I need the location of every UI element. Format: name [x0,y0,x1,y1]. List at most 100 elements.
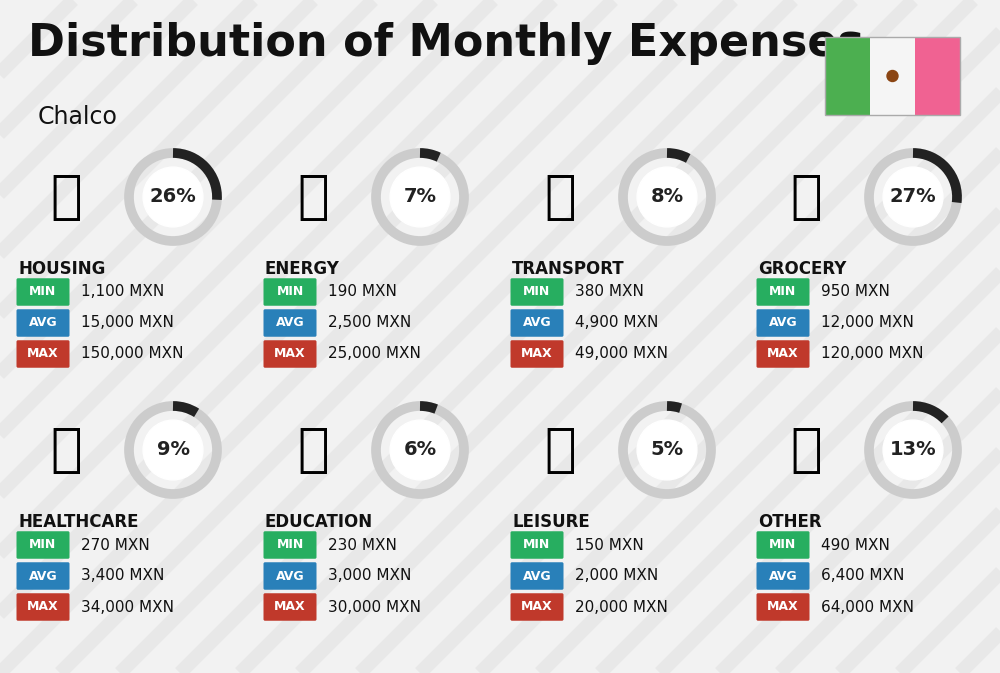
Text: 💰: 💰 [790,424,822,476]
FancyBboxPatch shape [511,531,564,559]
Text: 5%: 5% [650,441,684,460]
Text: MIN: MIN [523,285,551,299]
Circle shape [390,420,450,480]
Text: AVG: AVG [276,569,304,583]
Text: MAX: MAX [767,600,799,614]
Text: 6,400 MXN: 6,400 MXN [821,569,904,583]
FancyBboxPatch shape [757,278,810,306]
Circle shape [637,420,697,480]
Text: 34,000 MXN: 34,000 MXN [81,600,174,614]
Text: 13%: 13% [890,441,936,460]
Text: ENERGY: ENERGY [265,260,340,278]
Text: MAX: MAX [27,347,59,361]
FancyBboxPatch shape [870,37,915,115]
Text: GROCERY: GROCERY [758,260,846,278]
FancyBboxPatch shape [264,310,316,336]
FancyBboxPatch shape [16,310,70,336]
Text: MIN: MIN [769,285,797,299]
Text: MIN: MIN [276,285,304,299]
FancyBboxPatch shape [16,562,70,590]
FancyBboxPatch shape [511,278,564,306]
FancyBboxPatch shape [757,310,810,336]
Text: AVG: AVG [276,316,304,330]
Text: 🔌: 🔌 [297,171,329,223]
Text: MIN: MIN [523,538,551,551]
Text: OTHER: OTHER [758,513,822,531]
Text: 4,900 MXN: 4,900 MXN [575,316,658,330]
Text: 120,000 MXN: 120,000 MXN [821,347,924,361]
Text: 3,400 MXN: 3,400 MXN [81,569,164,583]
FancyBboxPatch shape [511,594,564,621]
Text: 🏢: 🏢 [50,171,82,223]
Circle shape [143,420,203,480]
Text: AVG: AVG [523,316,551,330]
Text: 🎓: 🎓 [297,424,329,476]
Text: MIN: MIN [769,538,797,551]
FancyBboxPatch shape [264,594,316,621]
FancyBboxPatch shape [825,37,870,115]
Text: MIN: MIN [276,538,304,551]
Text: 💊: 💊 [50,424,82,476]
Text: TRANSPORT: TRANSPORT [512,260,625,278]
FancyBboxPatch shape [757,562,810,590]
Text: Chalco: Chalco [38,105,118,129]
FancyBboxPatch shape [757,531,810,559]
Text: 26%: 26% [150,188,196,207]
Text: 950 MXN: 950 MXN [821,285,890,299]
Text: AVG: AVG [769,316,797,330]
Text: MAX: MAX [521,600,553,614]
FancyBboxPatch shape [264,531,316,559]
Circle shape [390,167,450,227]
FancyBboxPatch shape [757,594,810,621]
Text: MAX: MAX [27,600,59,614]
Text: 230 MXN: 230 MXN [328,538,397,553]
Text: 25,000 MXN: 25,000 MXN [328,347,421,361]
Text: HOUSING: HOUSING [18,260,105,278]
Text: 150 MXN: 150 MXN [575,538,644,553]
Text: LEISURE: LEISURE [512,513,590,531]
Text: 49,000 MXN: 49,000 MXN [575,347,668,361]
Text: 12,000 MXN: 12,000 MXN [821,316,914,330]
Text: 1,100 MXN: 1,100 MXN [81,285,164,299]
Text: 🚌: 🚌 [544,171,576,223]
Text: AVG: AVG [29,316,57,330]
Text: 20,000 MXN: 20,000 MXN [575,600,668,614]
Text: AVG: AVG [523,569,551,583]
Text: 6%: 6% [403,441,437,460]
Text: HEALTHCARE: HEALTHCARE [18,513,138,531]
Text: 15,000 MXN: 15,000 MXN [81,316,174,330]
Text: MIN: MIN [29,285,57,299]
Text: 🛍: 🛍 [544,424,576,476]
FancyBboxPatch shape [757,341,810,367]
Text: AVG: AVG [769,569,797,583]
Text: MAX: MAX [767,347,799,361]
Text: MIN: MIN [29,538,57,551]
Text: 2,000 MXN: 2,000 MXN [575,569,658,583]
Text: MAX: MAX [274,347,306,361]
Circle shape [883,167,943,227]
FancyBboxPatch shape [16,278,70,306]
FancyBboxPatch shape [511,341,564,367]
Text: 🛒: 🛒 [790,171,822,223]
FancyBboxPatch shape [264,562,316,590]
FancyBboxPatch shape [16,531,70,559]
Circle shape [887,71,898,81]
Text: Distribution of Monthly Expenses: Distribution of Monthly Expenses [28,22,864,65]
Text: 190 MXN: 190 MXN [328,285,397,299]
Text: 3,000 MXN: 3,000 MXN [328,569,411,583]
Text: 380 MXN: 380 MXN [575,285,644,299]
Text: 7%: 7% [404,188,436,207]
Text: 30,000 MXN: 30,000 MXN [328,600,421,614]
Text: 8%: 8% [650,188,684,207]
Text: EDUCATION: EDUCATION [265,513,373,531]
Text: MAX: MAX [274,600,306,614]
Text: 490 MXN: 490 MXN [821,538,890,553]
Text: 2,500 MXN: 2,500 MXN [328,316,411,330]
FancyBboxPatch shape [264,341,316,367]
Text: MAX: MAX [521,347,553,361]
FancyBboxPatch shape [511,310,564,336]
Text: 150,000 MXN: 150,000 MXN [81,347,184,361]
Text: 27%: 27% [890,188,936,207]
FancyBboxPatch shape [915,37,960,115]
Circle shape [883,420,943,480]
